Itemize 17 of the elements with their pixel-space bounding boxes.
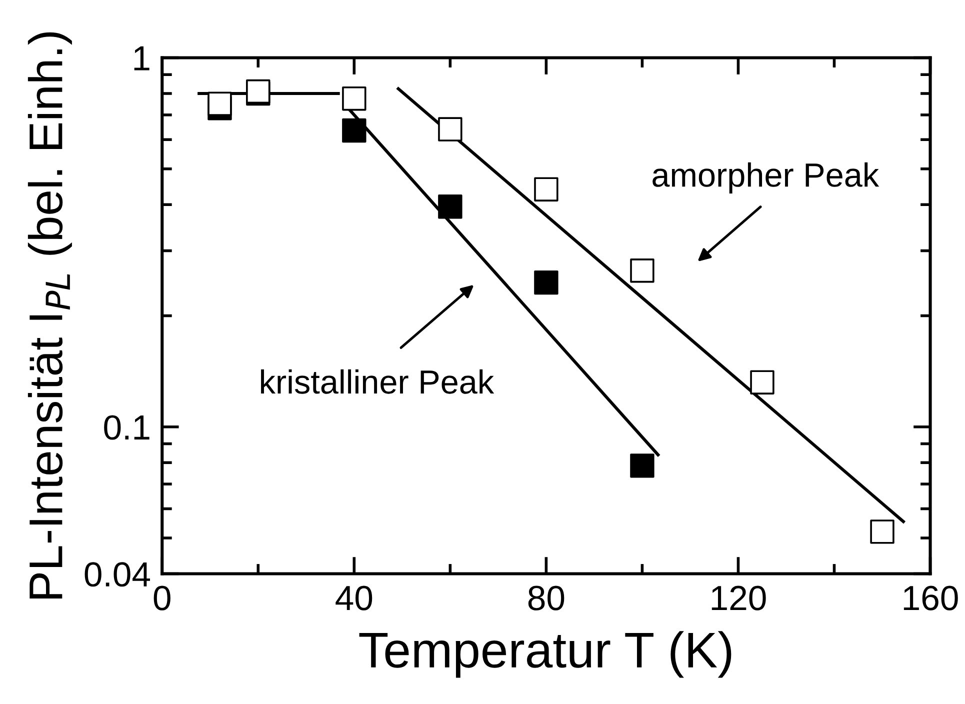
point — [342, 118, 366, 143]
point — [630, 454, 654, 478]
point — [438, 194, 462, 219]
x-tick-label: 120 — [712, 586, 766, 610]
annotation: kristalliner Peak — [261, 369, 494, 394]
x-tick-label: 0 — [154, 586, 170, 610]
y-tick-label: 0.1 — [104, 415, 150, 440]
x-axis-title: Temperatur T (K) — [359, 631, 732, 678]
x-tick-label: 80 — [528, 586, 564, 610]
y-tick-label: 0.04 — [84, 562, 150, 587]
annotation: amorpher Peak — [652, 162, 880, 194]
point — [208, 92, 232, 116]
x-tick-label: 40 — [336, 586, 372, 610]
x-tick-label: 160 — [904, 586, 958, 610]
y-tick-label: 1 — [134, 46, 150, 70]
point — [534, 270, 558, 295]
y-axis-title: PL-Intensität I$_{PL}$ (bel. Einh.) — [28, 32, 72, 599]
